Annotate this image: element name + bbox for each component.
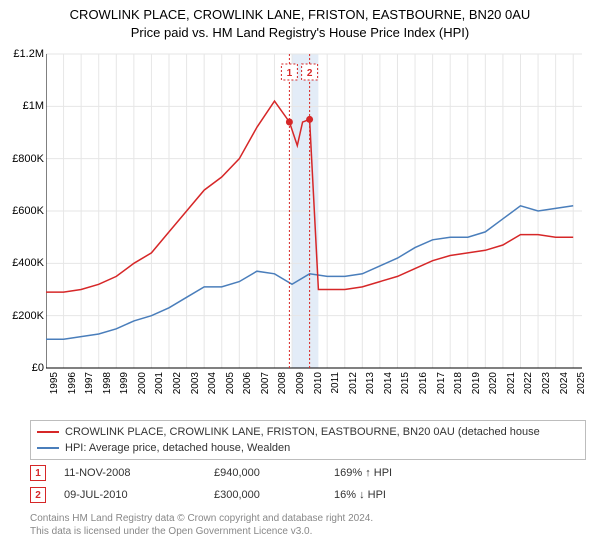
x-tick-label: 2006 bbox=[242, 372, 253, 394]
x-tick-label: 1998 bbox=[102, 372, 113, 394]
sale-marker-icon: 1 bbox=[30, 465, 46, 481]
x-tick-label: 2009 bbox=[295, 372, 306, 394]
x-tick-label: 2016 bbox=[418, 372, 429, 394]
x-tick-label: 1995 bbox=[49, 372, 60, 394]
sales-table: 1 11-NOV-2008 £940,000 169% ↑ HPI 2 09-J… bbox=[30, 462, 586, 506]
legend-label: HPI: Average price, detached house, Weal… bbox=[65, 442, 290, 454]
y-tick-label: £400K bbox=[12, 257, 44, 269]
x-tick-label: 2022 bbox=[523, 372, 534, 394]
x-tick-label: 2015 bbox=[400, 372, 411, 394]
y-tick-label: £1M bbox=[23, 100, 44, 112]
sale-marker-number: 1 bbox=[35, 468, 41, 479]
x-tick-label: 1999 bbox=[119, 372, 130, 394]
footer-line-2: This data is licensed under the Open Gov… bbox=[30, 525, 373, 538]
x-tick-label: 2008 bbox=[277, 372, 288, 394]
sale-marker-number: 2 bbox=[35, 490, 41, 501]
footer-attribution: Contains HM Land Registry data © Crown c… bbox=[30, 512, 373, 538]
x-tick-label: 2014 bbox=[383, 372, 394, 394]
x-tick-label: 1996 bbox=[67, 372, 78, 394]
sale-marker-icon: 2 bbox=[30, 487, 46, 503]
table-row: 2 09-JUL-2010 £300,000 16% ↓ HPI bbox=[30, 484, 586, 506]
chart-title: CROWLINK PLACE, CROWLINK LANE, FRISTON, … bbox=[0, 0, 600, 41]
title-line-1: CROWLINK PLACE, CROWLINK LANE, FRISTON, … bbox=[0, 6, 600, 24]
sale-date: 09-JUL-2010 bbox=[64, 489, 214, 501]
legend-item: CROWLINK PLACE, CROWLINK LANE, FRISTON, … bbox=[37, 424, 579, 440]
x-tick-label: 2004 bbox=[207, 372, 218, 394]
x-tick-label: 2013 bbox=[365, 372, 376, 394]
x-tick-label: 2011 bbox=[330, 372, 341, 394]
y-tick-label: £200K bbox=[12, 310, 44, 322]
x-tick-label: 2021 bbox=[506, 372, 517, 394]
x-tick-label: 2003 bbox=[190, 372, 201, 394]
footer-line-1: Contains HM Land Registry data © Crown c… bbox=[30, 512, 373, 525]
table-row: 1 11-NOV-2008 £940,000 169% ↑ HPI bbox=[30, 462, 586, 484]
x-tick-label: 2018 bbox=[453, 372, 464, 394]
sale-price: £940,000 bbox=[214, 467, 334, 479]
y-tick-label: £600K bbox=[12, 205, 44, 217]
y-tick-label: £1.2M bbox=[13, 48, 44, 60]
x-tick-label: 2012 bbox=[348, 372, 359, 394]
legend-swatch bbox=[37, 431, 59, 433]
y-tick-label: £800K bbox=[12, 153, 44, 165]
legend-item: HPI: Average price, detached house, Weal… bbox=[37, 440, 579, 456]
plot-area: 12 bbox=[46, 48, 588, 398]
x-tick-label: 2000 bbox=[137, 372, 148, 394]
y-tick-label: £0 bbox=[32, 362, 44, 374]
x-tick-label: 2002 bbox=[172, 372, 183, 394]
svg-text:2: 2 bbox=[307, 68, 313, 79]
x-tick-label: 2024 bbox=[559, 372, 570, 394]
title-line-2: Price paid vs. HM Land Registry's House … bbox=[0, 24, 600, 42]
x-tick-label: 2001 bbox=[154, 372, 165, 394]
legend: CROWLINK PLACE, CROWLINK LANE, FRISTON, … bbox=[30, 420, 586, 460]
x-tick-label: 2025 bbox=[576, 372, 587, 394]
legend-label: CROWLINK PLACE, CROWLINK LANE, FRISTON, … bbox=[65, 426, 540, 438]
x-tick-label: 2019 bbox=[471, 372, 482, 394]
x-tick-label: 2010 bbox=[313, 372, 324, 394]
line-chart-svg: 12 bbox=[46, 48, 588, 398]
sale-price: £300,000 bbox=[214, 489, 334, 501]
x-tick-label: 2017 bbox=[436, 372, 447, 394]
svg-text:1: 1 bbox=[287, 68, 293, 79]
sale-hpi: 16% ↓ HPI bbox=[334, 489, 454, 501]
legend-swatch bbox=[37, 447, 59, 449]
x-tick-label: 2023 bbox=[541, 372, 552, 394]
x-tick-label: 1997 bbox=[84, 372, 95, 394]
chart-container: CROWLINK PLACE, CROWLINK LANE, FRISTON, … bbox=[0, 0, 600, 560]
x-tick-label: 2020 bbox=[488, 372, 499, 394]
sale-hpi: 169% ↑ HPI bbox=[334, 467, 454, 479]
sale-date: 11-NOV-2008 bbox=[64, 467, 214, 479]
x-tick-label: 2005 bbox=[225, 372, 236, 394]
x-tick-label: 2007 bbox=[260, 372, 271, 394]
